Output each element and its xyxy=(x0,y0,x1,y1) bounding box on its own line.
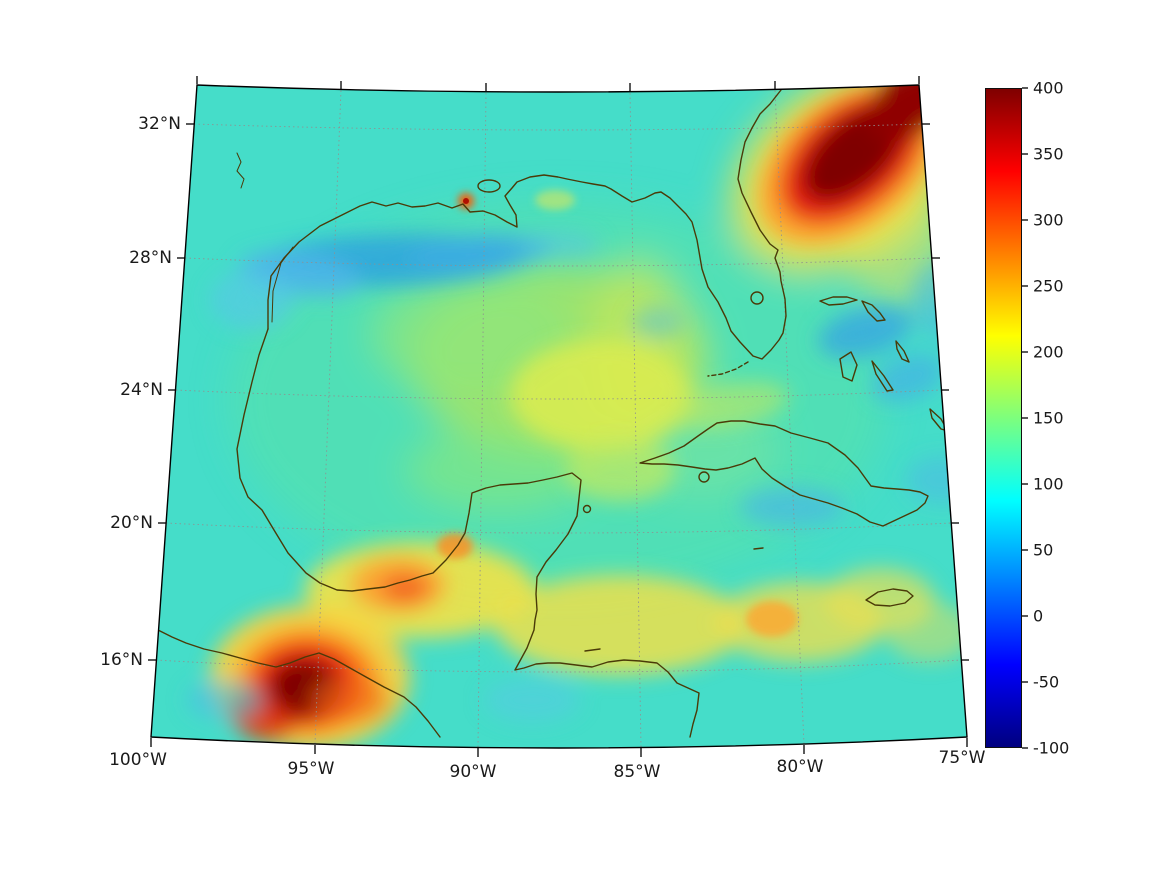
lake-okeechobee xyxy=(750,291,764,305)
y-tick-label-24n: 24°N xyxy=(120,380,163,400)
cb-label-150: 150 xyxy=(1033,408,1064,428)
cb-label-250: 250 xyxy=(1033,276,1064,296)
cb-label-m100: -100 xyxy=(1033,738,1070,758)
coast-florida-keys xyxy=(707,361,749,377)
map-base-fill xyxy=(151,85,967,748)
cb-label-350: 350 xyxy=(1033,144,1064,164)
x-tick-label-75w: 75°W xyxy=(938,748,986,768)
coast-pacific-mexico xyxy=(157,629,441,738)
cb-label-50: 50 xyxy=(1033,540,1054,560)
cb-label-100: 100 xyxy=(1033,474,1064,494)
graticule xyxy=(155,89,962,748)
cb-label-200: 200 xyxy=(1033,342,1064,362)
x-tick-label-95w: 95°W xyxy=(287,759,335,779)
cb-label-400: 400 xyxy=(1033,78,1064,98)
cayman-islands xyxy=(753,547,764,550)
lake-pontchartrain xyxy=(477,179,501,193)
coast-bahamas xyxy=(819,287,949,432)
y-tick-label-32n: 32°N xyxy=(138,114,181,134)
inland-river-squiggle xyxy=(236,152,245,189)
bay-islands xyxy=(584,648,601,652)
colorbar-ticks xyxy=(1022,87,1028,749)
y-tick-label-16n: 16°N xyxy=(100,650,143,670)
colorbar-gradient xyxy=(986,89,1021,747)
x-tick-label-85w: 85°W xyxy=(613,762,661,782)
heatmap-field xyxy=(151,85,967,748)
texas-barrier-islands xyxy=(271,246,294,323)
cb-label-0: 0 xyxy=(1033,606,1044,626)
map-frame xyxy=(150,84,968,749)
coast-us-gulf-atlantic xyxy=(267,89,787,360)
x-tick-label-80w: 80°W xyxy=(776,757,824,777)
y-tick-label-28n: 28°N xyxy=(129,248,172,268)
isle-of-youth xyxy=(698,471,710,483)
x-tick-label-90w: 90°W xyxy=(449,762,497,782)
cb-label-m50: -50 xyxy=(1033,672,1060,692)
coast-cuba xyxy=(639,420,929,527)
coastlines xyxy=(157,89,949,738)
x-tick-label-100w: 100°W xyxy=(109,750,167,770)
cozumel-island xyxy=(582,504,592,514)
colorbar xyxy=(985,88,1022,748)
coast-mexico-yucatan-honduras xyxy=(236,328,700,738)
y-tick-label-20n: 20°N xyxy=(110,513,153,533)
coast-jamaica xyxy=(865,588,914,607)
axis-ticks xyxy=(148,76,969,757)
cb-label-300: 300 xyxy=(1033,210,1064,230)
